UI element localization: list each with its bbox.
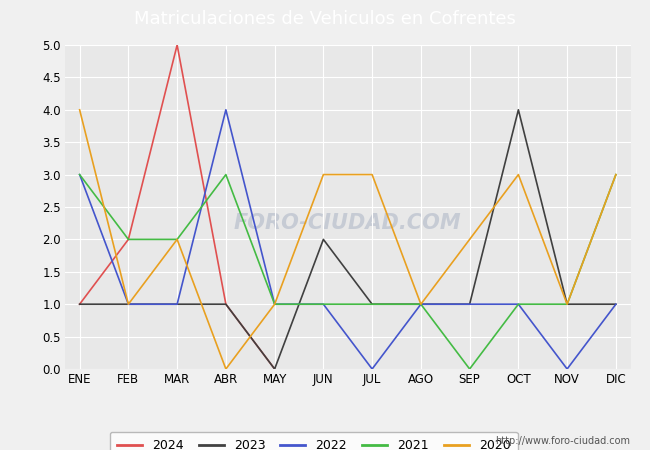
Text: Matriculaciones de Vehiculos en Cofrentes: Matriculaciones de Vehiculos en Cofrente… bbox=[134, 10, 516, 28]
Legend: 2024, 2023, 2022, 2021, 2020: 2024, 2023, 2022, 2021, 2020 bbox=[110, 432, 518, 450]
Text: FORO-CIUDAD.COM: FORO-CIUDAD.COM bbox=[234, 213, 462, 233]
Text: http://www.foro-ciudad.com: http://www.foro-ciudad.com bbox=[495, 436, 630, 446]
